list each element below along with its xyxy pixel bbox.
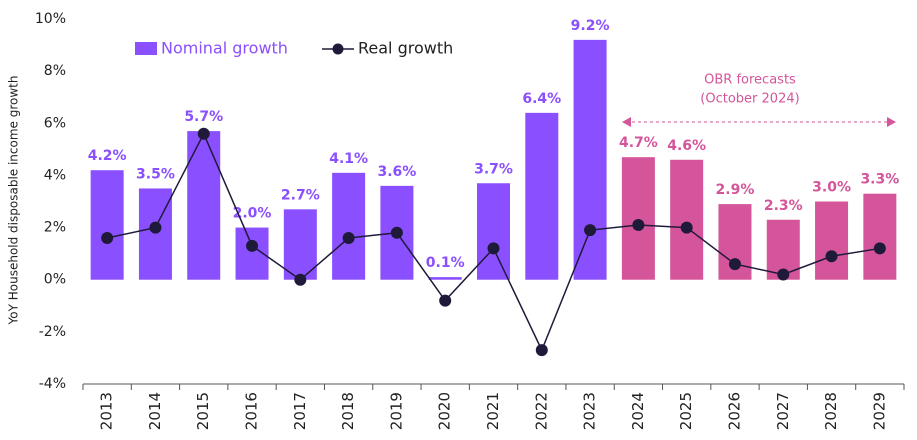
- line-point: [680, 221, 693, 234]
- x-tick-label: 2029: [870, 392, 888, 430]
- x-tick-label: 2020: [436, 392, 454, 430]
- line-point: [584, 224, 597, 237]
- bar: [90, 170, 124, 280]
- bar: [815, 201, 849, 280]
- x-tick-label: 2018: [339, 392, 357, 430]
- line-point: [101, 232, 114, 244]
- bar: [283, 209, 317, 280]
- bar: [621, 157, 655, 280]
- y-tick-label: -4%: [39, 376, 66, 392]
- legend-dot: [332, 43, 344, 55]
- bar: [573, 39, 607, 280]
- bar: [525, 112, 559, 280]
- x-tick-label: 2024: [629, 392, 647, 430]
- x-tick-label: 2016: [243, 392, 261, 430]
- y-tick-label: 8%: [44, 63, 66, 79]
- legend-label: Real growth: [358, 39, 453, 58]
- annotation: OBR forecasts: [704, 73, 796, 88]
- line-point: [487, 242, 500, 255]
- bar: [332, 172, 366, 280]
- x-tick-label: 2022: [532, 392, 550, 430]
- value-label: 3.0%: [812, 180, 851, 196]
- line-point: [777, 268, 790, 281]
- legend-swatch: [135, 42, 157, 55]
- value-label: 0.1%: [426, 255, 465, 271]
- value-label: 9.2%: [571, 18, 610, 34]
- x-tick-label: 2013: [98, 392, 116, 430]
- value-label: 2.9%: [716, 182, 755, 198]
- bar: [187, 131, 221, 280]
- value-label: 3.7%: [474, 161, 513, 177]
- line-point: [149, 221, 162, 234]
- line-point: [535, 344, 548, 357]
- x-tick-label: 2026: [725, 392, 743, 430]
- bar: [428, 277, 462, 280]
- y-tick-label: 10%: [35, 11, 66, 27]
- bar: [863, 193, 897, 280]
- y-tick-label: 2%: [44, 220, 66, 236]
- value-label: 3.5%: [136, 166, 175, 182]
- line-point: [197, 127, 210, 140]
- line-point: [342, 232, 355, 244]
- bar: [670, 159, 704, 280]
- line-point: [246, 239, 259, 252]
- value-label: 5.7%: [184, 109, 223, 125]
- line-point: [632, 218, 645, 231]
- line-point: [439, 294, 452, 307]
- y-tick-label: 0%: [44, 272, 66, 288]
- value-label: 2.0%: [233, 206, 272, 222]
- line-point: [728, 258, 741, 271]
- value-label: 6.4%: [522, 91, 561, 107]
- x-tick-label: 2021: [484, 392, 502, 430]
- x-tick-label: 2027: [774, 392, 792, 430]
- y-tick-label: 4%: [44, 167, 66, 183]
- value-label: 2.3%: [764, 198, 803, 214]
- value-label: 4.7%: [619, 135, 658, 151]
- x-tick-label: 2025: [677, 392, 695, 430]
- legend-label: Nominal growth: [161, 39, 288, 58]
- y-tick-label: 6%: [44, 115, 66, 131]
- value-label: 3.6%: [377, 164, 416, 180]
- line-point: [873, 242, 886, 255]
- y-tick-label: -2%: [39, 324, 66, 340]
- value-label: 2.7%: [281, 187, 320, 203]
- line-point: [390, 226, 403, 239]
- value-label: 4.1%: [329, 151, 368, 167]
- value-label: 4.2%: [88, 148, 127, 164]
- x-tick-label: 2014: [146, 392, 164, 430]
- bar: [477, 183, 510, 280]
- x-tick-label: 2019: [387, 392, 405, 430]
- value-label: 4.6%: [667, 138, 706, 154]
- x-tick-label: 2015: [194, 392, 212, 430]
- x-tick-label: 2023: [581, 392, 599, 430]
- line-point: [294, 273, 307, 286]
- value-label: 3.3%: [860, 172, 899, 188]
- bar: [138, 188, 172, 280]
- x-tick-label: 2017: [291, 392, 309, 430]
- annotation: (October 2024): [700, 92, 799, 107]
- x-tick-label: 2028: [822, 392, 840, 430]
- line-point: [825, 250, 838, 263]
- y-axis-label: YoY Household disposable income growth: [7, 76, 21, 326]
